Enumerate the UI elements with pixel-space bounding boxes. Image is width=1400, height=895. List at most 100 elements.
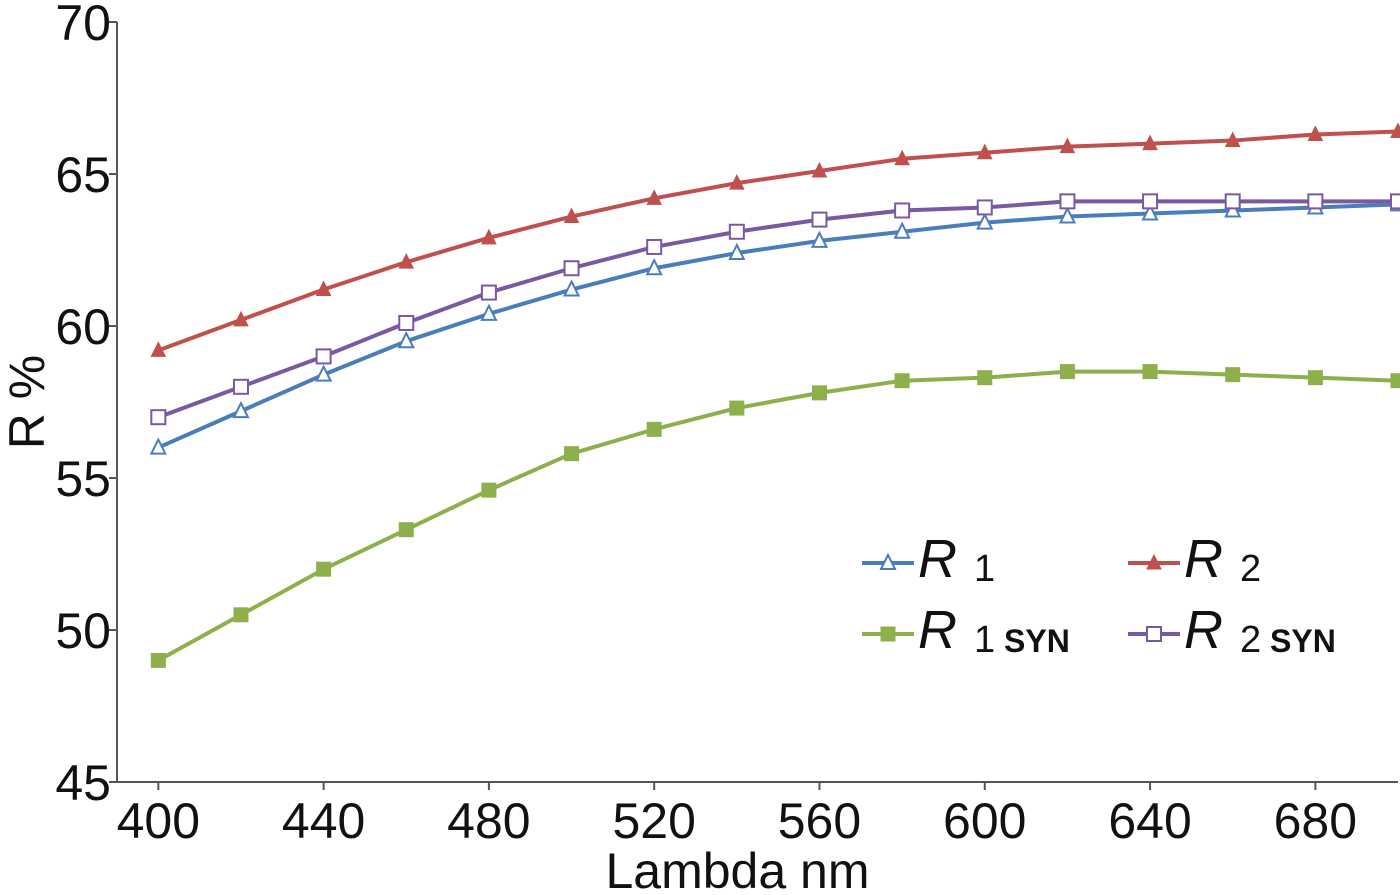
legend-marker bbox=[879, 552, 897, 570]
data-point bbox=[1059, 364, 1075, 380]
legend-item: R 2 SYN bbox=[1128, 600, 1336, 661]
data-point bbox=[1142, 134, 1158, 151]
legend-marker bbox=[880, 626, 896, 642]
data-point bbox=[1307, 193, 1324, 210]
legend-label-sub: 1 bbox=[974, 619, 995, 661]
x-tick-label: 560 bbox=[778, 793, 861, 849]
data-point bbox=[729, 400, 745, 416]
series-layer bbox=[149, 122, 1400, 668]
legend-label-sub: 2 bbox=[1240, 619, 1261, 661]
data-point bbox=[398, 314, 415, 331]
legend-label-sub2: SYN bbox=[1270, 623, 1336, 659]
data-point bbox=[894, 149, 910, 166]
data-point bbox=[728, 223, 745, 240]
data-point bbox=[1225, 367, 1241, 383]
y-tick-label: 55 bbox=[55, 451, 111, 507]
data-point bbox=[150, 341, 167, 357]
x-tick-label: 440 bbox=[282, 793, 365, 849]
data-point bbox=[1390, 193, 1400, 210]
legend-label-main: R bbox=[1184, 529, 1223, 589]
data-point bbox=[977, 370, 993, 386]
data-point bbox=[1059, 193, 1076, 210]
data-point bbox=[480, 284, 497, 301]
y-tick-label: 50 bbox=[55, 603, 111, 659]
legend-marker bbox=[1146, 626, 1162, 642]
data-point bbox=[233, 310, 249, 327]
y-tick-label: 70 bbox=[55, 0, 111, 51]
data-point bbox=[398, 253, 415, 269]
data-point bbox=[728, 242, 746, 261]
series-line bbox=[157, 202, 1399, 450]
data-point bbox=[563, 260, 580, 277]
data-point bbox=[645, 258, 663, 276]
data-point bbox=[232, 400, 250, 419]
data-point bbox=[1141, 203, 1159, 221]
data-point bbox=[894, 202, 911, 219]
data-point bbox=[976, 212, 994, 230]
data-point bbox=[1390, 373, 1400, 389]
data-point bbox=[1307, 125, 1324, 141]
data-point bbox=[1224, 193, 1241, 210]
data-point bbox=[646, 238, 663, 255]
data-point bbox=[810, 230, 829, 248]
legend-label-main: R bbox=[1184, 600, 1223, 660]
data-point bbox=[149, 437, 167, 455]
y-tick-label: 60 bbox=[55, 299, 111, 355]
legend: R 1 R 2R 1 SYN R 2 SYN bbox=[862, 529, 1336, 661]
x-tick-label: 600 bbox=[943, 793, 1026, 849]
data-point bbox=[1059, 137, 1076, 154]
series-line bbox=[157, 129, 1399, 353]
data-point bbox=[150, 409, 167, 426]
y-tick-label: 45 bbox=[55, 755, 111, 811]
data-point bbox=[729, 174, 745, 190]
data-point bbox=[315, 348, 332, 365]
data-point bbox=[1224, 200, 1242, 218]
data-point bbox=[893, 221, 911, 239]
data-point bbox=[564, 446, 580, 462]
series-line bbox=[157, 199, 1398, 420]
data-point bbox=[481, 482, 497, 498]
y-axis-title: R % bbox=[0, 355, 55, 449]
legend-label-main: R bbox=[918, 600, 957, 660]
data-point bbox=[316, 561, 332, 577]
data-point bbox=[398, 522, 414, 538]
data-point bbox=[894, 373, 910, 389]
data-point bbox=[481, 228, 497, 245]
data-point bbox=[315, 280, 332, 297]
series-4 bbox=[150, 193, 1400, 426]
legend-label-sub: 2 bbox=[1240, 548, 1261, 590]
data-point bbox=[1058, 206, 1077, 224]
legend-label-sub: 1 bbox=[974, 548, 995, 590]
data-point bbox=[314, 364, 333, 382]
series-2 bbox=[150, 122, 1400, 357]
data-point bbox=[232, 378, 249, 395]
data-point bbox=[233, 607, 249, 623]
x-tick-label: 520 bbox=[612, 793, 695, 849]
legend-marker bbox=[1146, 553, 1162, 570]
data-point bbox=[397, 330, 415, 349]
data-point bbox=[563, 207, 580, 224]
data-point bbox=[1142, 364, 1158, 380]
legend-label-main: R bbox=[918, 529, 957, 589]
series-3 bbox=[150, 364, 1400, 668]
y-axis-ticks: 45 50 55 60 65 70 bbox=[55, 0, 117, 811]
y-tick-label: 65 bbox=[55, 147, 111, 203]
data-point bbox=[1307, 370, 1323, 386]
series-line bbox=[157, 369, 1399, 663]
data-point bbox=[150, 652, 166, 668]
x-tick-label: 680 bbox=[1274, 793, 1357, 849]
x-tick-label: 400 bbox=[117, 793, 200, 849]
x-tick-label: 640 bbox=[1108, 793, 1191, 849]
data-point bbox=[646, 421, 662, 437]
legend-label-sub2: SYN bbox=[1004, 623, 1070, 659]
data-point bbox=[1142, 193, 1159, 210]
legend-item: R 1 SYN bbox=[862, 600, 1070, 661]
data-point bbox=[1224, 131, 1241, 148]
data-point bbox=[562, 279, 581, 297]
data-point bbox=[480, 303, 498, 321]
data-point bbox=[811, 211, 828, 228]
x-tick-label: 480 bbox=[447, 793, 530, 849]
